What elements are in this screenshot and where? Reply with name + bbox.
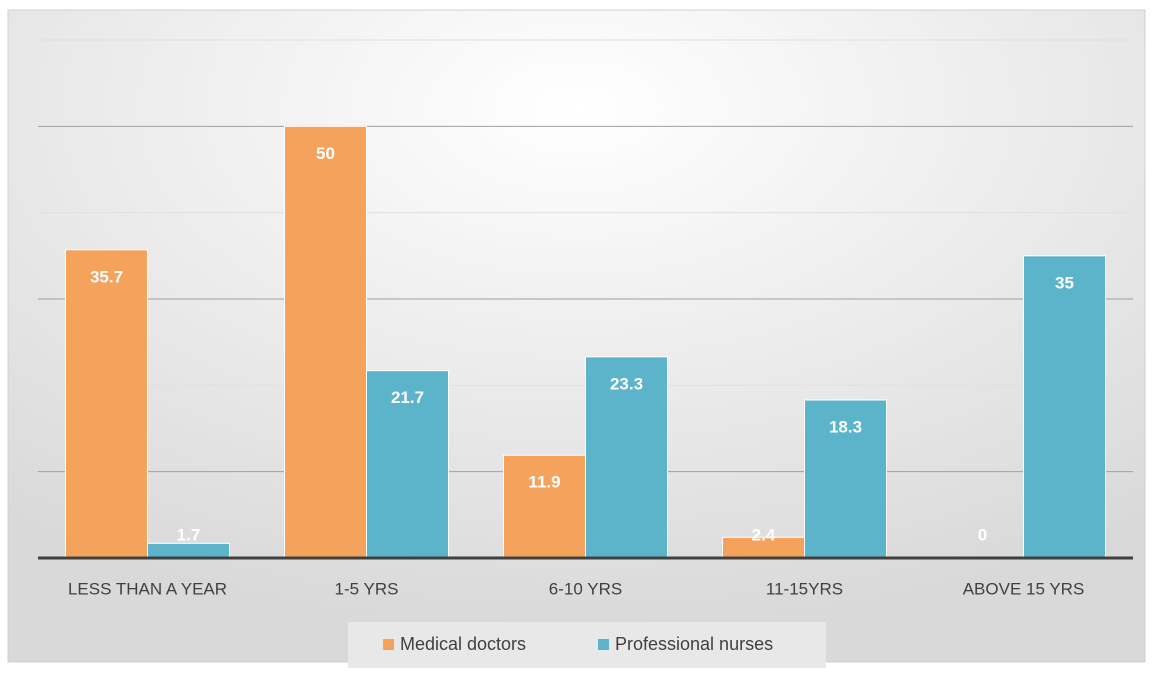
bar [65, 249, 148, 559]
legend-label: Professional nurses [615, 634, 773, 654]
bar [1023, 255, 1106, 559]
bar [585, 356, 668, 559]
legend-swatch [383, 639, 394, 650]
value-label: 0 [978, 525, 987, 544]
bar [366, 370, 449, 559]
value-label: 18.3 [829, 417, 862, 436]
bar [804, 399, 887, 559]
value-label: 35.7 [90, 267, 123, 286]
value-label: 21.7 [391, 388, 424, 407]
legend-box [348, 622, 826, 668]
x-tick-label: 6-10 YRS [549, 579, 622, 598]
value-label: 23.3 [610, 374, 643, 393]
value-label: 1.7 [177, 525, 201, 544]
x-tick-label: LESS THAN A YEAR [68, 579, 227, 598]
value-label: 2.4 [752, 525, 776, 544]
legend-swatch [598, 639, 609, 650]
value-label: 50 [316, 144, 335, 163]
legend-label: Medical doctors [400, 634, 526, 654]
x-tick-label: 1-5 YRS [335, 579, 399, 598]
bar [147, 542, 230, 559]
bar [284, 125, 367, 559]
value-label: 35 [1055, 273, 1074, 292]
x-tick-label: 11-15YRS [766, 579, 843, 598]
bar [503, 454, 586, 559]
chart-background [7, 9, 1146, 663]
x-tick-label: ABOVE 15 YRS [963, 579, 1085, 598]
value-label: 11.9 [528, 473, 560, 492]
